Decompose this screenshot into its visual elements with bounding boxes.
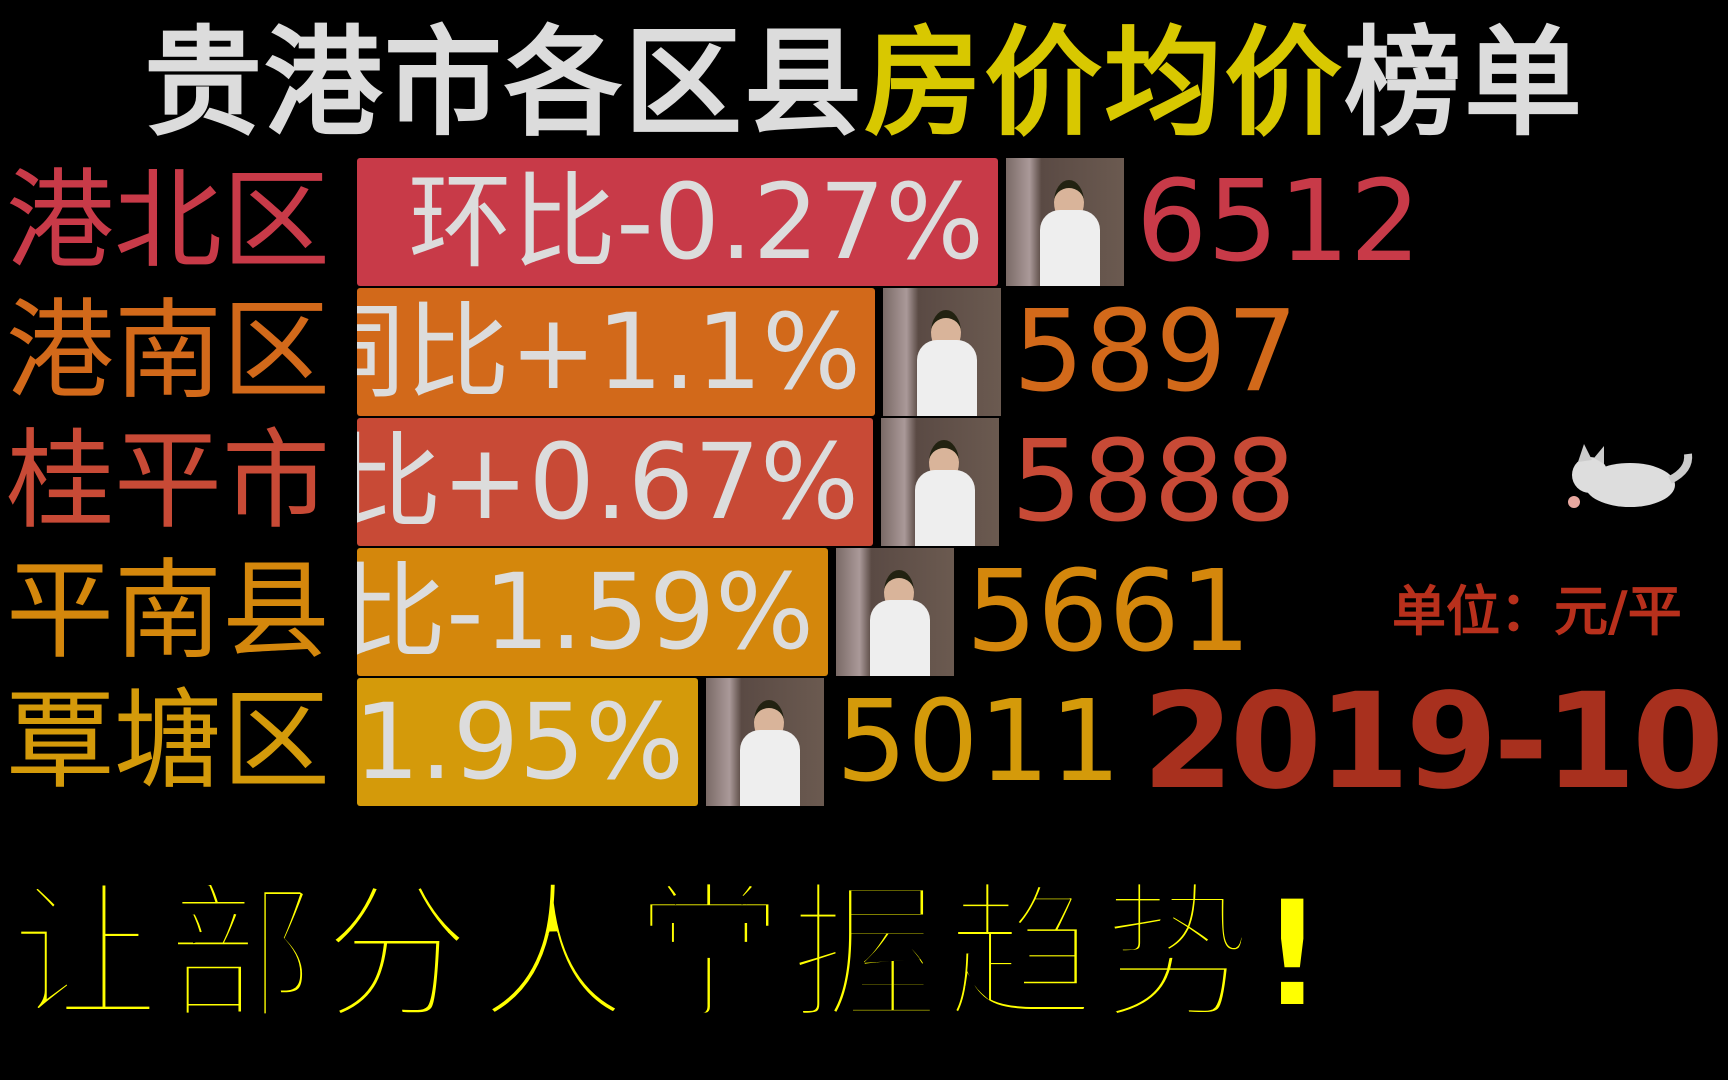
category-label: 港北区 [6,159,331,284]
title-part3: 榜单 [1344,14,1585,152]
bar-row: 港北区 环比-0.27% 6512 [0,158,1728,286]
thumbnail-image [1006,158,1124,286]
thumbnail-image [836,548,954,676]
value-label: 6512 [1136,157,1422,287]
value-label: 5661 [966,547,1252,677]
bar: 环比-0.27% [357,158,998,286]
overlay-caption: 让部分人掌握趋势! [8,868,1333,1042]
bar: 环比+0.67% [357,418,873,546]
thumbnail-image [706,678,824,806]
thumbnail-image [881,418,999,546]
bar-row: 覃塘区环比-1.95% 5011 [0,678,1728,806]
value-label: 5897 [1013,287,1299,417]
bar-row: 平南县环比-1.59% 5661 [0,548,1728,676]
bar-row: 桂平市环比+0.67% 5888 [0,418,1728,546]
category-label: 桂平市 [6,419,331,544]
thumbnail-image [883,288,1001,416]
title-highlight: 房价均价 [863,14,1344,152]
bar: 同比+1.1% [357,288,875,416]
bar-change-label: 环比-1.59% [357,551,814,673]
unit-label: 单位：元/平 [1392,580,1682,643]
value-label: 5011 [836,677,1122,807]
bar-row: 港南区 同比+1.1% 5897 [0,288,1728,416]
bar-change-label: 环比+0.67% [357,421,859,543]
bar-change-label: 同比+1.1% [357,291,861,413]
category-label: 覃塘区 [6,679,331,804]
chart-title: 贵港市各区县房价均价榜单 [0,18,1728,148]
bar: 环比-1.59% [357,548,828,676]
title-part1: 贵港市各区县 [143,14,864,152]
bar-change-label: 环比-1.95% [357,681,684,803]
bar-change-label: 环比-0.27% [408,161,984,283]
date-label: 2019-10 [1142,665,1724,819]
value-label: 5888 [1011,417,1297,547]
category-label: 港南区 [6,289,331,414]
bar: 环比-1.95% [357,678,698,806]
category-label: 平南县 [6,549,331,674]
cat-sprite-icon [1568,444,1693,508]
